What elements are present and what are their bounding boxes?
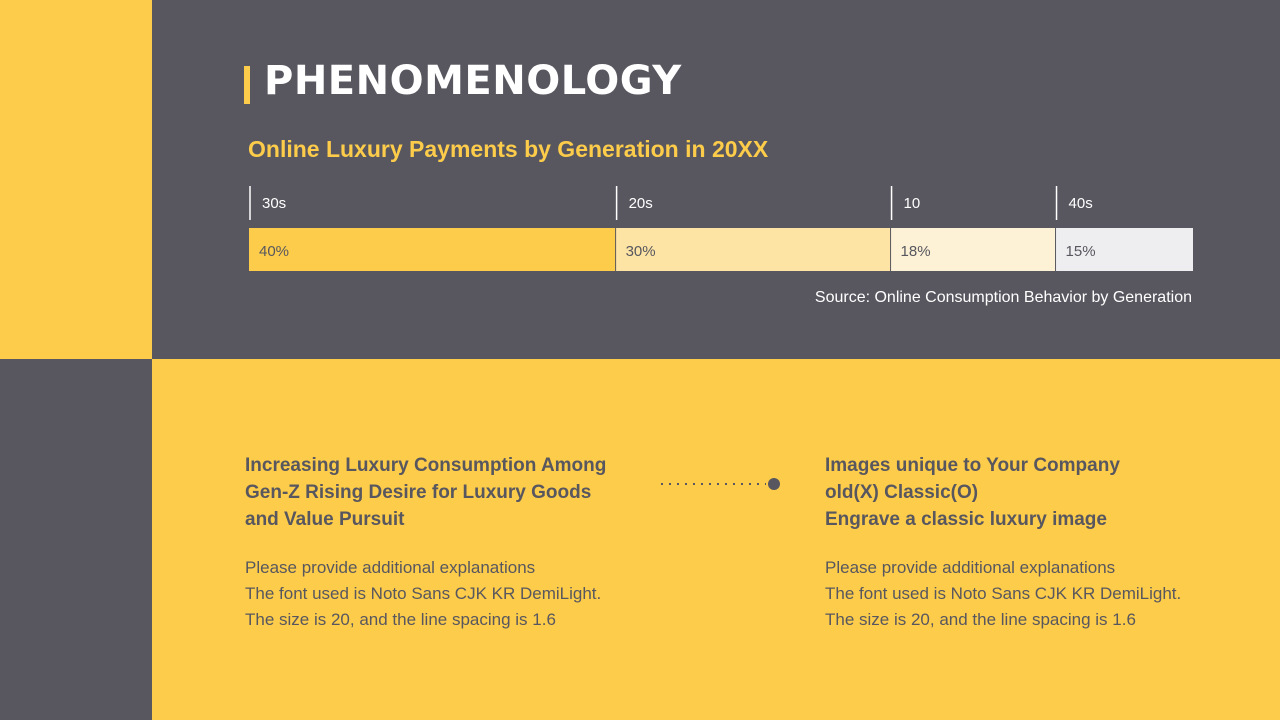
page-title: PHENOMENOLOGY [264,58,682,104]
right-body-line: The font used is Noto Sans CJK KR DemiLi… [825,584,1182,603]
right-column: Images unique to Your Company old(X) Cla… [825,452,1205,633]
title-accent-bar [244,66,250,104]
left-column: Increasing Luxury Consumption Among Gen-… [245,452,625,633]
right-heading: Images unique to Your Company old(X) Cla… [825,452,1205,533]
right-heading-line: Engrave a classic luxury image [825,509,1107,530]
chart-source-note: Source: Online Consumption Behavior by G… [814,289,1192,306]
dark-block-bottom-left [0,359,152,720]
yellow-block-top-left [0,0,152,359]
left-body-line: The size is 20, and the line spacing is … [245,610,556,629]
right-heading-line: old(X) Classic(O) [825,482,979,503]
connector-dot [768,478,780,490]
chart-title: Online Luxury Payments by Generation in … [248,136,769,162]
yellow-panel-bottom [152,359,1280,720]
right-heading-line: Images unique to Your Company [825,455,1120,476]
dark-panel-top [152,0,1280,359]
left-heading-line: Increasing Luxury Consumption Among [245,455,607,476]
left-body-line: Please provide additional explanations [245,558,536,577]
left-heading-line: Gen-Z Rising Desire for Luxury Goods [245,482,592,503]
left-heading-line: and Value Pursuit [245,509,405,530]
right-body-line: Please provide additional explanations [825,558,1116,577]
left-body: Please provide additional explanations T… [245,555,625,633]
right-body-line: The size is 20, and the line spacing is … [825,610,1136,629]
dotted-connector [661,478,780,490]
left-body-line: The font used is Noto Sans CJK KR DemiLi… [245,584,602,603]
right-body: Please provide additional explanations T… [825,555,1205,633]
left-heading: Increasing Luxury Consumption Among Gen-… [245,452,625,533]
